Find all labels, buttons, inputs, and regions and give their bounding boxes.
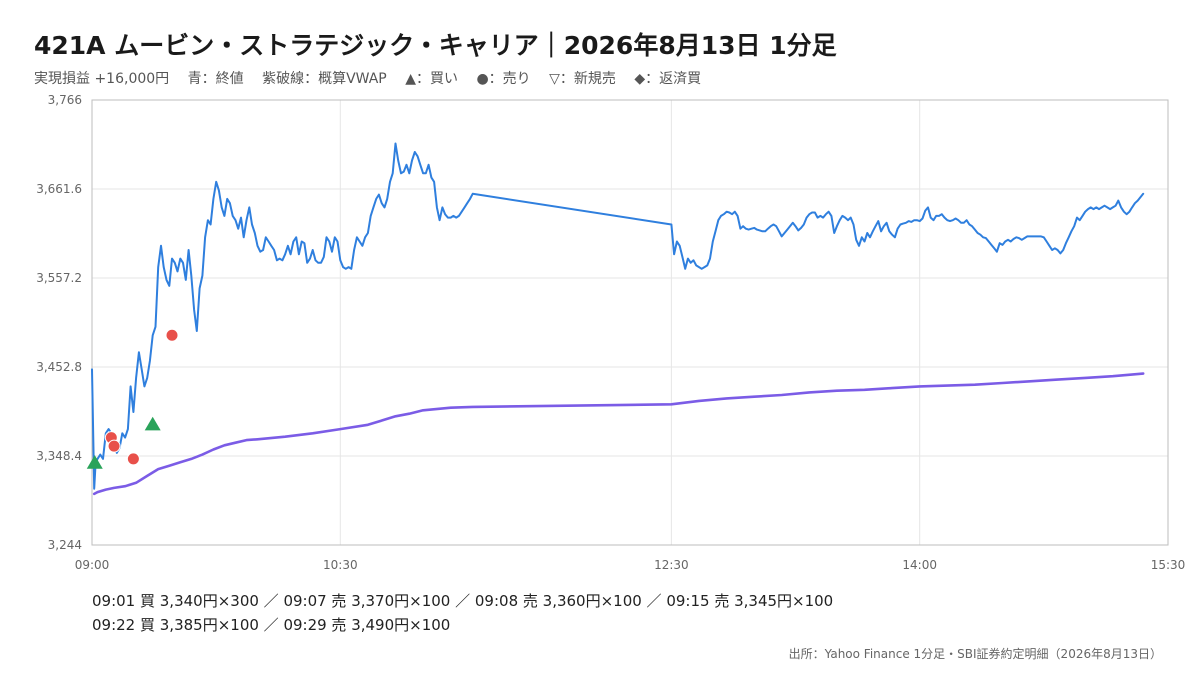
legend-short: ▽：新規売 xyxy=(549,71,616,87)
y-tick-label: 3,244 xyxy=(48,538,82,552)
series xyxy=(91,142,1145,496)
plot-frame xyxy=(91,99,1169,546)
chart-title: 421A ムービン・ストラテジック・キャリア｜2026年8月13日 1分足 xyxy=(34,31,837,60)
x-tick-label: 10:30 xyxy=(323,558,358,572)
y-tick-label: 3,766 xyxy=(48,93,82,107)
x-axis-ticks: 09:00 10:30 12:30 14:00 15:30 xyxy=(75,558,1186,572)
y-tick-label: 3,557.2 xyxy=(36,271,82,285)
buy-marker xyxy=(86,455,103,469)
legend-buy: ▲：買い xyxy=(405,71,458,87)
legend-price: 青：終値 xyxy=(187,71,244,87)
y-tick-label: 3,348.4 xyxy=(36,449,82,463)
price-line xyxy=(91,142,1145,490)
x-tick-label: 12:30 xyxy=(654,558,689,572)
y-tick-label: 3,452.8 xyxy=(36,360,82,374)
buy-marker xyxy=(144,416,161,431)
trade-line-1: 09:01 買 3,340円×300 ／ 09:07 売 3,370円×100 … xyxy=(92,592,834,610)
x-tick-label: 09:00 xyxy=(75,558,110,572)
vwap-line xyxy=(92,372,1145,496)
trade-summary: 09:01 買 3,340円×300 ／ 09:07 売 3,370円×100 … xyxy=(92,589,833,637)
price-chart: 3,244 3,348.4 3,452.8 3,557.2 3,661.6 3,766 0… xyxy=(36,93,1186,572)
sell-marker xyxy=(107,439,121,453)
pnl-label: 実現損益 +16,000円 xyxy=(34,71,170,87)
legend-vwap: 紫破線：概算VWAP xyxy=(262,71,387,87)
x-tick-label: 15:30 xyxy=(1151,558,1186,572)
chart-subtitle: 実現損益 +16,000円 青：終値 紫破線：概算VWAP ▲：買い ●：売り … xyxy=(34,68,715,88)
y-axis-ticks: 3,244 3,348.4 3,452.8 3,557.2 3,661.6 3,766 xyxy=(36,93,82,552)
sell-marker xyxy=(126,452,140,466)
legend-sell: ●：売り xyxy=(476,71,531,87)
x-tick-label: 14:00 xyxy=(902,558,937,572)
legend-cover: ◆：返済買 xyxy=(634,71,702,87)
sell-marker xyxy=(165,328,179,342)
grid xyxy=(91,99,1169,546)
source-note: 出所：Yahoo Finance 1分足・SBI証券約定明細（2026年8月13… xyxy=(788,647,1162,661)
y-tick-label: 3,661.6 xyxy=(36,182,82,196)
trade-line-2: 09:22 買 3,385円×100 ／ 09:29 売 3,490円×100 xyxy=(92,616,451,634)
trade-markers xyxy=(86,328,179,469)
